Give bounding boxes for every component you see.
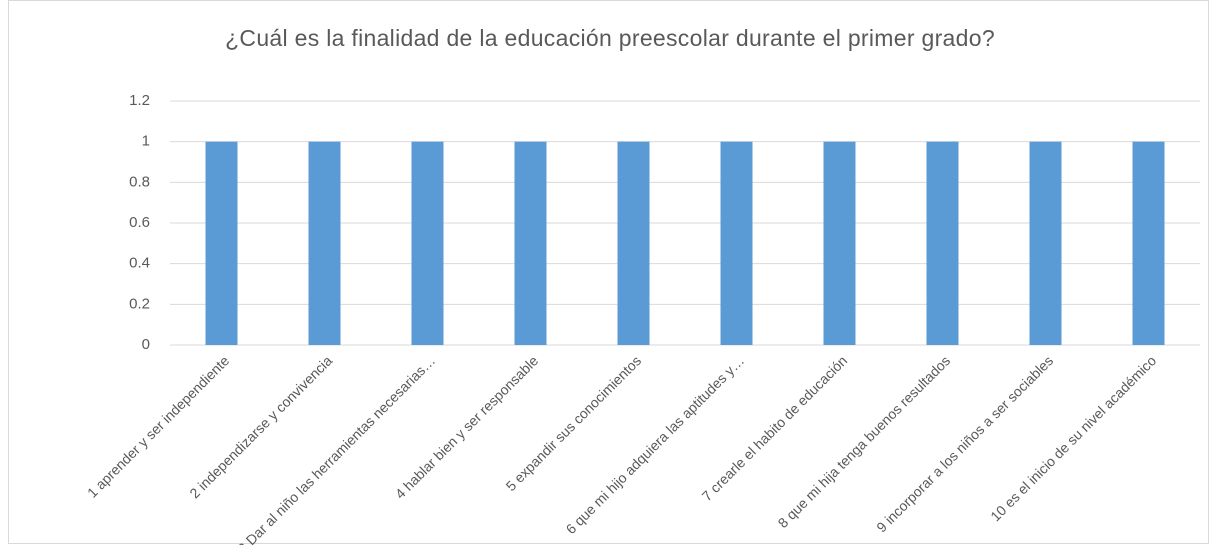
x-tick-label: 10 es el inicio de su nivel académico <box>987 352 1159 524</box>
chart-frame <box>8 0 1209 544</box>
x-tick-label: 8 que mi hija tenga buenos resultados <box>775 352 954 531</box>
bar <box>617 141 650 345</box>
bar <box>411 141 444 345</box>
bar <box>1132 141 1165 345</box>
bar <box>1029 141 1062 345</box>
chart-title: ¿Cuál es la finalidad de la educación pr… <box>225 25 995 51</box>
x-tick-label: 6 que mi hijo adquiera las aptitudes y… <box>563 352 748 537</box>
x-tick-label: 3 Dar al niño las herramientas necesaria… <box>234 352 438 545</box>
bar <box>823 141 856 345</box>
y-tick-label: 0 <box>142 336 150 353</box>
y-tick-label: 0.2 <box>129 295 150 312</box>
x-tick-label: 9 incorporar a los niños a ser sociables <box>873 352 1056 535</box>
bar <box>926 141 959 345</box>
bar <box>308 141 341 345</box>
bar <box>514 141 547 345</box>
y-tick-label: 0.6 <box>129 214 150 231</box>
bar <box>205 141 238 345</box>
y-tick-label: 0.8 <box>129 173 150 190</box>
y-tick-label: 0.4 <box>129 255 150 272</box>
y-tick-label: 1 <box>142 133 150 150</box>
y-tick-label: 1.2 <box>129 92 150 109</box>
bar <box>720 141 753 345</box>
